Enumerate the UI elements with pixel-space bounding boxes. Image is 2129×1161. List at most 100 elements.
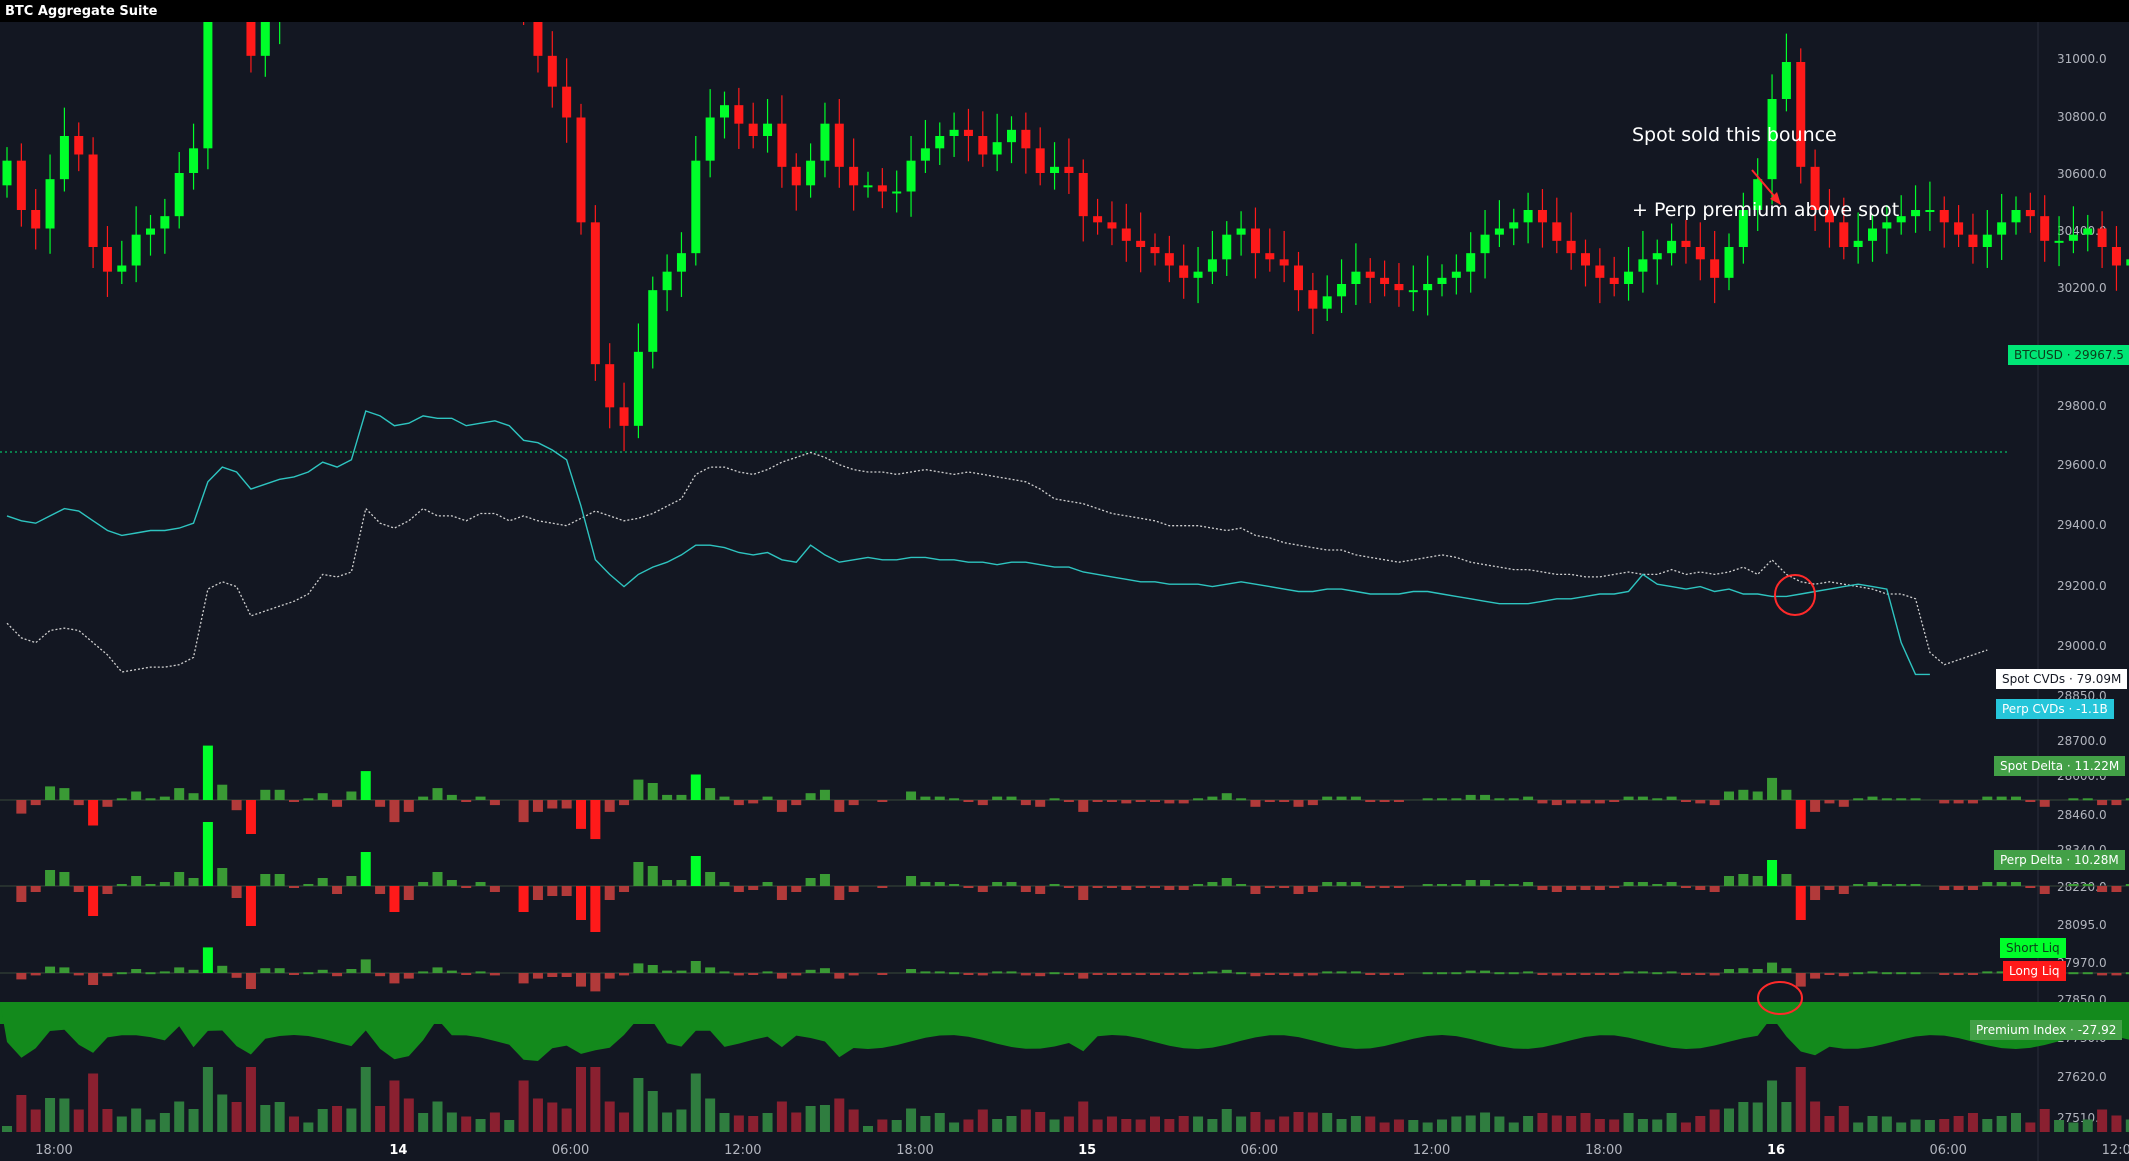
liquidation-bar (418, 971, 429, 974)
candle (906, 160, 916, 192)
spot-delta-bar (1982, 796, 1993, 800)
volume-bar (332, 1106, 343, 1132)
liquidation-bar (848, 973, 859, 976)
volume-bar (877, 1119, 888, 1132)
volume-bar (1365, 1116, 1376, 1132)
candle (2011, 210, 2021, 223)
spot-delta-bar (848, 800, 859, 806)
premium-area (0, 1002, 2129, 1061)
spot-delta-bar (1752, 791, 1763, 800)
volume-bar (863, 1126, 873, 1132)
liquidation-bar (16, 973, 27, 980)
spot-cvd-label: Spot CVDs · 79.09M (1996, 669, 2128, 689)
price-tick-label: 28095.0 (2057, 918, 2107, 932)
candle (877, 185, 887, 192)
liquidation-bar (1164, 973, 1175, 975)
candle (1423, 284, 1433, 291)
volume-bar (30, 1109, 41, 1132)
spot-delta-bar (202, 745, 213, 800)
liquidation-bar (1594, 973, 1605, 975)
price-tick-label: 27620.0 (2057, 1070, 2107, 1084)
volume-bar (1178, 1116, 1189, 1132)
volume-bar (1652, 1119, 1663, 1132)
candle (1322, 296, 1332, 309)
chart[interactable]: 31000.0 30800.0 30600.0 30400.0 30200.0 29800… (0, 22, 2129, 1161)
spot-delta-bar (1537, 800, 1548, 804)
candle (1552, 222, 1562, 241)
liquidation-bar (303, 972, 314, 975)
perp-delta-bar (1609, 886, 1620, 888)
volume-bar (1580, 1113, 1591, 1132)
volume-bar (1838, 1106, 1849, 1132)
annotation-line-2: + Perp premium above spot (1632, 199, 1900, 221)
perp-delta-bar (1838, 886, 1849, 894)
volume-bar (231, 1102, 242, 1132)
spot-delta-bar (604, 800, 615, 812)
candle (16, 160, 26, 210)
perp-delta-bar (1623, 882, 1634, 886)
volume-bar (88, 1073, 99, 1132)
liquidation-bar (1523, 971, 1534, 974)
liquidation-bar (489, 973, 500, 976)
volume-bar (475, 1119, 486, 1132)
perp-delta-bar (1006, 882, 1017, 886)
volume-bar (1939, 1119, 1950, 1132)
liquidation-bar (245, 973, 256, 989)
liquidation-bar (2097, 973, 2108, 976)
perp-delta-bar (1881, 884, 1892, 886)
price-tick-label: 29000.0 (2057, 639, 2107, 653)
perp-delta-bar (906, 876, 917, 886)
top-bar: BTC Aggregate Suite (0, 0, 2129, 22)
candle (605, 364, 615, 408)
spot-delta-bar (1020, 800, 1031, 806)
spot-delta-bar (1307, 800, 1318, 806)
candle (1408, 290, 1418, 293)
time-tick-label: 12:00 (1413, 1143, 1450, 1158)
liquidation-bar (1637, 971, 1648, 974)
perp-delta-bar (45, 870, 56, 886)
volume-bar (977, 1109, 988, 1132)
volume-bar (762, 1113, 773, 1132)
candle (734, 105, 744, 124)
volume-bar (1767, 1080, 1778, 1132)
spot-delta-bar (73, 800, 84, 806)
spot-delta-bar (1867, 796, 1878, 800)
perp-delta-bar (1781, 874, 1792, 886)
liquidation-bar (576, 973, 586, 987)
candle (2, 160, 12, 186)
spot-delta-bar (1063, 800, 1074, 802)
volume-bar (1724, 1108, 1734, 1132)
volume-bar (461, 1116, 472, 1132)
spot-delta-bar (590, 800, 601, 840)
perp-delta-bar (360, 852, 371, 886)
perp-delta-bar (532, 886, 543, 900)
spot-delta-bar (403, 800, 414, 812)
spot-delta-bar (1781, 789, 1792, 800)
spot-delta-bar (1695, 800, 1706, 804)
volume-bar (891, 1120, 902, 1132)
perp-delta-bar (1709, 886, 1720, 892)
spot-delta-bar (303, 798, 314, 801)
liquidation-bar (1063, 973, 1074, 975)
spot-delta-bar (1652, 798, 1663, 801)
liquidation-bar (1953, 973, 1964, 975)
spot-delta-bar (1494, 798, 1505, 801)
perp-delta-bar (576, 886, 586, 920)
spot-delta-bar (2111, 800, 2122, 806)
volume-bar (1307, 1112, 1318, 1132)
volume-bar (906, 1108, 917, 1132)
spot-delta-bar (1709, 800, 1720, 806)
perp-delta-bar (1580, 886, 1591, 890)
liquidation-bar (1365, 973, 1376, 975)
volume-bar (1078, 1101, 1089, 1132)
volume-bar (1537, 1113, 1548, 1132)
spot-delta-bar (274, 789, 285, 800)
price-label: BTCUSD · 29967.5 (2008, 345, 2129, 365)
spot-delta-bar (748, 800, 759, 804)
perp-delta-bar (1336, 882, 1347, 886)
perp-delta-bar (2097, 886, 2108, 892)
liquidation-bar (332, 973, 343, 977)
volume-bar (73, 1109, 84, 1132)
liquidation-bar (102, 973, 113, 977)
candle (146, 228, 155, 235)
